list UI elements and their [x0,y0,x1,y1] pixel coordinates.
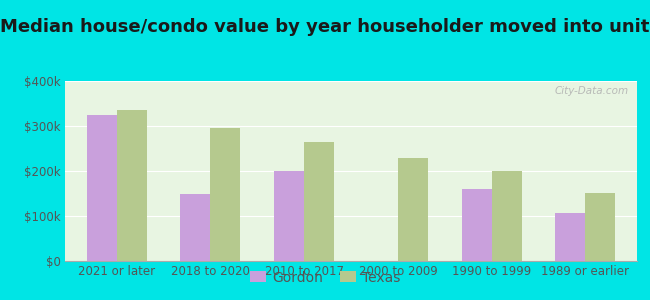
Bar [555,213,586,261]
Bar [398,158,428,261]
Bar [462,189,491,261]
Bar [116,110,147,261]
Bar [491,171,522,261]
Legend: Gordon, Texas: Gordon, Texas [244,265,406,290]
Bar [304,142,334,261]
Bar [211,128,240,261]
Text: City-Data.com: City-Data.com [554,86,629,96]
Bar [180,194,211,261]
Bar [86,115,116,261]
Text: Median house/condo value by year householder moved into unit: Median house/condo value by year househo… [0,18,650,36]
Bar [274,171,304,261]
Bar [586,193,616,261]
